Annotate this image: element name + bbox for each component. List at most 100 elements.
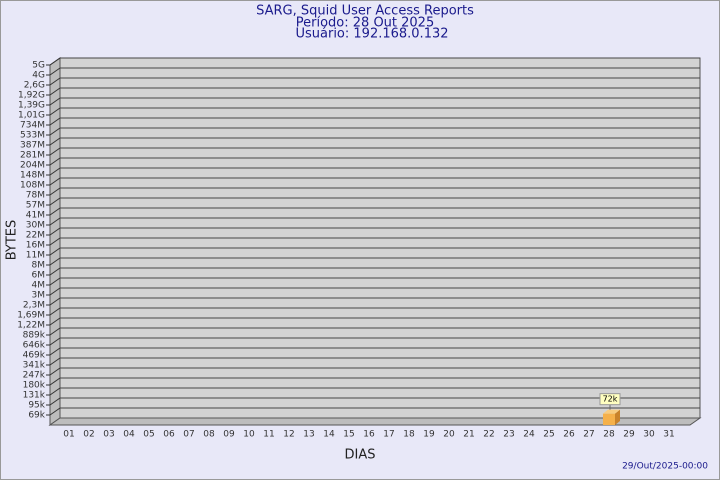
y-tick-label: 1,92G (18, 91, 45, 101)
x-tick-label: 26 (563, 430, 575, 440)
x-tick-label: 23 (503, 430, 514, 440)
x-tick-label: 13 (303, 430, 314, 440)
grid-line (49, 137, 61, 146)
x-tick-label: 18 (403, 430, 415, 440)
y-tick-label: 5G (32, 61, 45, 71)
y-tick-label: 646k (23, 341, 46, 351)
grid-line (49, 337, 61, 346)
grid-line (49, 387, 61, 396)
grid-line (49, 377, 61, 386)
x-tick-label: 14 (323, 430, 335, 440)
x-tick-label: 01 (63, 430, 74, 440)
grid-line (49, 237, 61, 246)
grid-line (49, 277, 61, 286)
y-tick-label: 6M (32, 271, 46, 281)
grid-line (49, 307, 61, 316)
grid-line (49, 397, 61, 406)
x-tick-label: 02 (83, 430, 94, 440)
x-tick-label: 29 (623, 430, 635, 440)
grid-line (49, 57, 61, 66)
y-tick-label: 78M (26, 191, 45, 201)
y-tick-label: 108M (20, 181, 45, 191)
grid-line (49, 317, 61, 326)
y-tick-label: 1,22M (17, 321, 45, 331)
y-tick-label: 1,69M (17, 311, 45, 321)
x-tick-label: 24 (523, 430, 535, 440)
x-tick-label: 22 (483, 430, 494, 440)
y-tick-label: 22M (26, 231, 45, 241)
grid-line (49, 227, 61, 236)
data-label: 72k (603, 395, 618, 404)
grid-line (49, 107, 61, 116)
floor (48, 417, 702, 426)
grid-line (49, 207, 61, 216)
y-tick-label: 69k (28, 411, 45, 421)
y-tick-label: 11M (26, 251, 45, 261)
grid-line (49, 327, 61, 336)
x-tick-label: 16 (363, 430, 375, 440)
chart-subtitle: Usuário: 192.168.0.132 (295, 27, 448, 42)
y-tick-label: 533M (20, 131, 45, 141)
x-tick-label: 15 (343, 430, 354, 440)
x-tick-label: 03 (103, 430, 114, 440)
footer: 29/Out/2025-00:00 (622, 462, 708, 472)
chart-subtitle: Período: 28 Out 2025 (296, 16, 434, 31)
y-tick-label: 41M (26, 211, 45, 221)
bar (603, 413, 615, 425)
y-tick-label: 387M (20, 141, 45, 151)
y-tick-label: 180k (23, 381, 46, 391)
y-tick-label: 281M (20, 151, 45, 161)
y-tick-label: 1,01G (18, 111, 45, 121)
y-tick-label: 2,6G (24, 81, 45, 91)
chart-title: SARG, Squid User Access Reports (256, 4, 474, 19)
y-tick-label: 469k (23, 351, 46, 361)
grid-line (49, 257, 61, 266)
grid-line (49, 247, 61, 256)
x-tick-label: 04 (123, 430, 135, 440)
x-tick-label: 17 (383, 430, 394, 440)
grid-line (49, 407, 61, 416)
grid-line (49, 187, 61, 196)
y-tick-label: 2,3M (23, 301, 45, 311)
y-tick-label: 341k (23, 361, 46, 371)
grid-line (49, 197, 61, 206)
grid-line (49, 357, 61, 366)
x-tick-label: 06 (163, 430, 175, 440)
x-tick-label: 10 (243, 430, 255, 440)
grid-line (49, 157, 61, 166)
grid-line (49, 297, 61, 306)
grid-line (49, 97, 61, 106)
y-axis-label: BYTES (5, 220, 20, 261)
grid-line (49, 127, 61, 136)
y-tick-label: 30M (26, 221, 45, 231)
y-tick-label: 3M (32, 291, 46, 301)
x-axis-label: DIAS (345, 448, 376, 463)
x-tick-label: 08 (203, 430, 215, 440)
y-tick-label: 4G (32, 71, 45, 81)
grid-line (49, 117, 61, 126)
grid-line (49, 367, 61, 376)
x-tick-label: 21 (463, 430, 474, 440)
grid-line (49, 167, 61, 176)
grid-line (49, 177, 61, 186)
bar-top (603, 409, 620, 414)
x-tick-label: 05 (143, 430, 154, 440)
grid-line (49, 67, 61, 76)
y-tick-label: 4M (32, 281, 46, 291)
y-tick-label: 16M (26, 241, 45, 251)
x-tick-label: 19 (423, 430, 435, 440)
x-tick-label: 07 (183, 430, 194, 440)
grid-line (49, 87, 61, 96)
label-box (599, 393, 621, 406)
grid-line (49, 147, 61, 156)
x-tick-label: 25 (543, 430, 554, 440)
y-tick-label: 1,39G (18, 101, 45, 111)
grid-line (49, 217, 61, 226)
x-tick-label: 12 (283, 430, 294, 440)
grid-line (49, 267, 61, 276)
y-tick-label: 247k (23, 371, 46, 381)
x-tick-label: 20 (443, 430, 455, 440)
y-tick-label: 8M (32, 261, 46, 271)
x-tick-label: 11 (263, 430, 274, 440)
